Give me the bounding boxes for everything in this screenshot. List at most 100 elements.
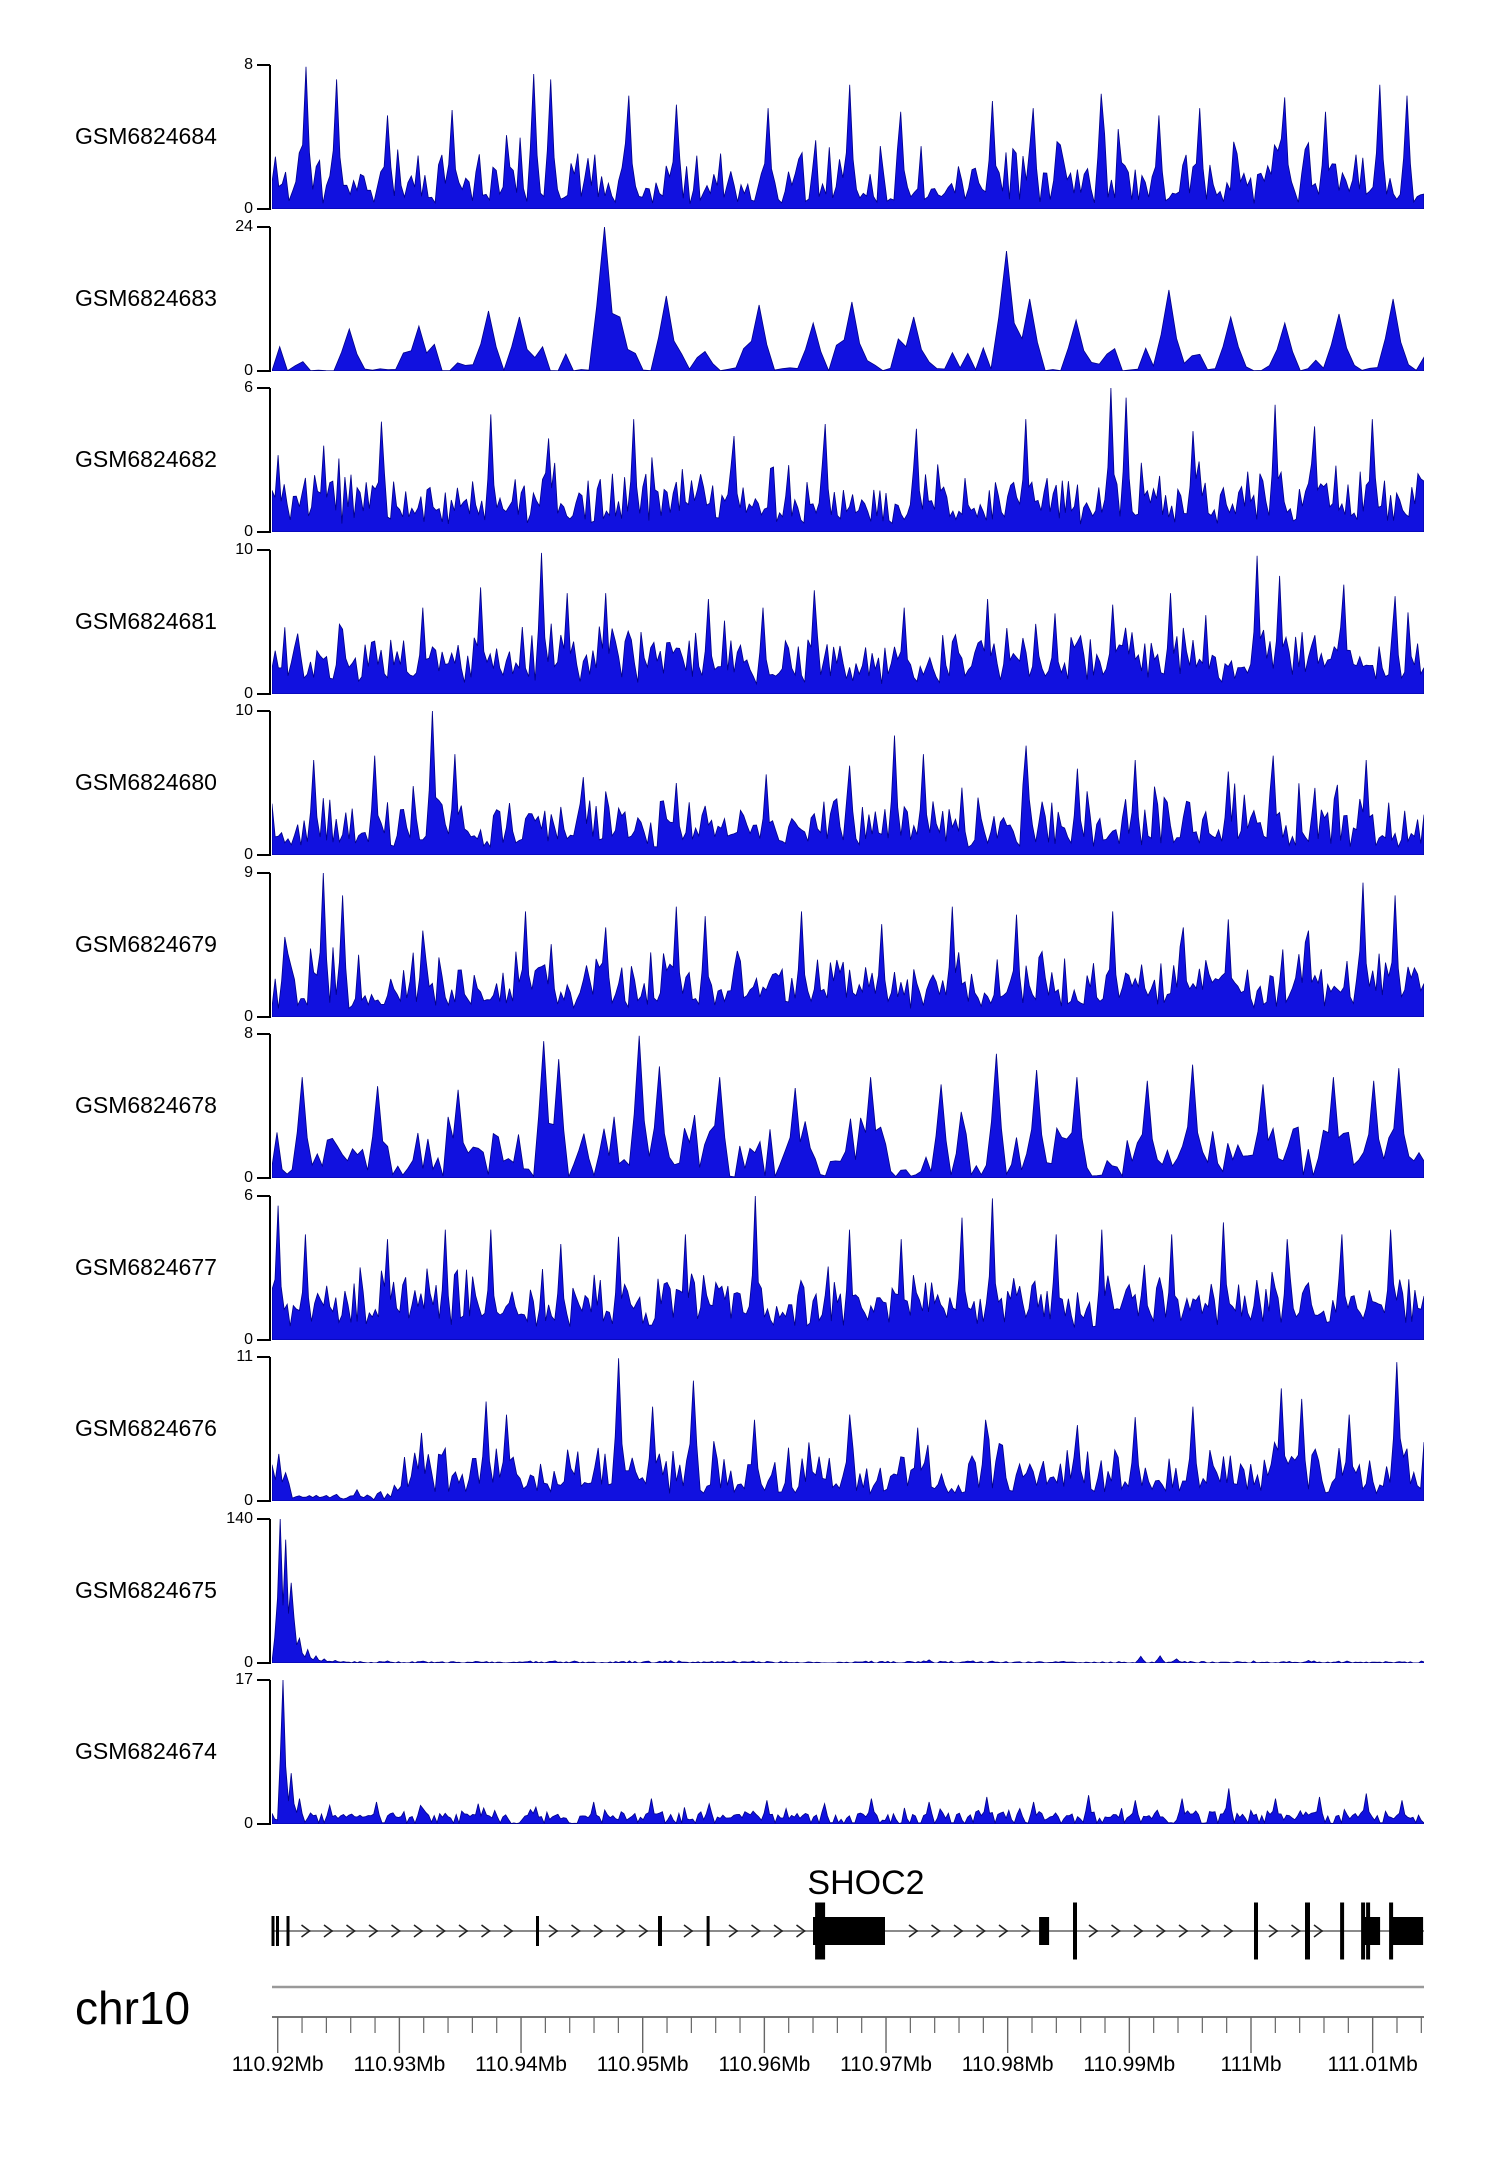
exon-box: [1362, 1917, 1381, 1945]
coverage-polygon: [272, 1518, 1424, 1663]
strand-arrow-icon: [1268, 1924, 1279, 1938]
track-yaxis-line: [269, 1518, 271, 1664]
track-yaxis-line: [269, 65, 271, 210]
track-ytick-bottom: [257, 531, 270, 533]
track-yaxis-line: [269, 1357, 271, 1502]
exon-box: [658, 1916, 662, 1946]
track-yzero-label: 0: [244, 1653, 253, 1671]
strand-arrow-icon: [503, 1924, 514, 1938]
track-ymax-label: 10: [235, 702, 253, 719]
track-ymax-label: 6: [244, 379, 253, 396]
track-ytick-top: [257, 1356, 270, 1358]
strand-arrow-icon: [638, 1924, 649, 1938]
exon-box: [1305, 1902, 1310, 1960]
axis-tick-label: 110.99Mb: [1083, 2053, 1176, 2076]
axis-tick-label: 110.98Mb: [961, 2053, 1054, 2076]
strand-arrow-icon: [1178, 1924, 1189, 1938]
strand-arrow-icon: [908, 1924, 919, 1938]
exon-box: [536, 1916, 539, 1946]
exon-box: [1392, 1917, 1424, 1945]
track-yaxis-line: [269, 549, 271, 695]
strand-arrow-icon: [368, 1924, 379, 1938]
strand-arrow-icon: [1156, 1924, 1166, 1938]
exon-box: [1039, 1917, 1050, 1945]
coverage-polygon: [272, 226, 1424, 371]
strand-arrow-icon: [1111, 1924, 1121, 1938]
track-ytick-bottom: [257, 1177, 270, 1179]
gene-and-axis-svg: [271, 1902, 1424, 2053]
strand-arrow-icon: [458, 1924, 469, 1938]
strand-arrow-icon: [346, 1924, 356, 1938]
chromosome-label: chr10: [75, 1982, 191, 2034]
coverage-polygon: [272, 388, 1424, 532]
track-yaxis-line: [269, 388, 271, 533]
coverage-area-svg: [272, 552, 1424, 694]
coverage-area-svg: [272, 1035, 1424, 1178]
track-yzero-label: 0: [244, 200, 253, 217]
coverage-area-svg: [272, 1358, 1424, 1501]
exon-box: [706, 1916, 710, 1946]
track-label: GSM6824676: [75, 1415, 217, 1441]
track-yaxis-line: [269, 1034, 271, 1179]
track-ymax-label: 140: [226, 1509, 253, 1527]
coverage-polygon: [272, 711, 1424, 855]
track-ytick-top: [257, 64, 270, 66]
coverage-area-svg: [272, 388, 1424, 532]
track-ytick-bottom: [257, 1661, 270, 1664]
track-yzero-label: 0: [244, 1169, 253, 1186]
track-ymax-label: 9: [244, 863, 253, 881]
exon-box: [813, 1917, 885, 1945]
track-yaxis-line: [269, 872, 271, 1018]
track-ymax-label: 24: [235, 217, 253, 235]
coverage-polygon: [272, 872, 1424, 1017]
exon-box: [1254, 1902, 1258, 1960]
track-yzero-label: 0: [244, 523, 253, 540]
coverage-area-svg: [272, 1195, 1424, 1340]
strand-arrow-icon: [931, 1924, 941, 1938]
strand-arrow-icon: [571, 1924, 581, 1938]
track-ytick-bottom: [257, 369, 270, 372]
track-label: GSM6824683: [75, 284, 217, 311]
track-label: GSM6824674: [75, 1738, 217, 1764]
coverage-area-svg: [272, 1518, 1424, 1663]
track-ymax-label: 6: [244, 1186, 253, 1204]
strand-arrow-icon: [391, 1924, 401, 1938]
track-ytick-top: [257, 1517, 270, 1520]
track-ytick-bottom: [257, 208, 270, 210]
strand-arrow-icon: [301, 1924, 311, 1938]
strand-arrow-icon: [616, 1924, 626, 1938]
track-yaxis-line: [269, 1680, 271, 1825]
exon-box: [286, 1916, 290, 1946]
track-yzero-label: 0: [244, 1007, 253, 1025]
track-ytick-top: [257, 225, 270, 228]
gene-name-label: SHOC2: [807, 1864, 925, 1902]
coverage-polygon: [272, 1035, 1424, 1178]
exon-box: [271, 1916, 275, 1946]
axis-tick-label: 110.93Mb: [353, 2053, 446, 2076]
track-yzero-label: 0: [244, 1492, 253, 1509]
track-yzero-label: 0: [244, 1815, 253, 1832]
coverage-polygon: [272, 1680, 1424, 1824]
axis-tick-label: 110.97Mb: [840, 2053, 932, 2076]
strand-arrow-icon: [323, 1924, 334, 1938]
strand-arrow-icon: [436, 1924, 446, 1938]
track-ytick-top: [257, 1033, 270, 1035]
track-label: GSM6824677: [75, 1253, 217, 1280]
track-label: GSM6824680: [75, 769, 217, 795]
track-ytick-bottom: [257, 1015, 270, 1018]
strand-arrow-icon: [1021, 1924, 1031, 1938]
strand-arrow-icon: [548, 1924, 559, 1938]
coverage-area-svg: [272, 1680, 1424, 1824]
coverage-polygon: [272, 66, 1424, 209]
track-ytick-top: [257, 710, 270, 712]
track-yzero-label: 0: [244, 846, 253, 863]
track-ytick-top: [257, 548, 270, 551]
axis-tick-label: 111Mb: [1220, 2053, 1282, 2076]
track-ytick-bottom: [257, 1338, 270, 1341]
exon-box: [1073, 1902, 1077, 1960]
track-ytick-top: [257, 1679, 270, 1681]
coverage-area-svg: [272, 711, 1424, 855]
strand-arrow-icon: [728, 1924, 739, 1938]
track-ymax-label: 10: [235, 540, 253, 558]
track-yaxis-line: [269, 1195, 271, 1341]
